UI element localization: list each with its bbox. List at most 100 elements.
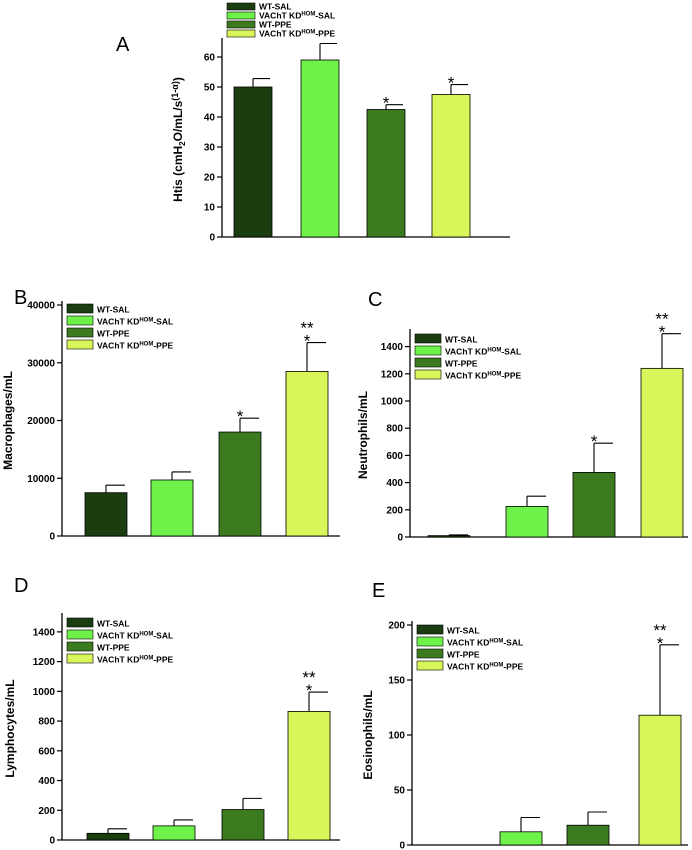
panel-A-bar-0 [233, 86, 273, 238]
panel-C-significance-3: * [659, 323, 666, 342]
panel-E-y-tick-label: 50 [394, 786, 406, 797]
panel-D-y-tick-label: 800 [38, 717, 55, 728]
panel-C-y-tick-label: 400 [386, 478, 403, 489]
panel-A-legend-swatch-3 [226, 29, 256, 38]
panel-D-y-tick-label: 400 [38, 776, 55, 787]
panel-A-y-tick-label: 30 [204, 143, 216, 154]
panel-A-legend-swatch-2 [226, 20, 256, 29]
panel-D-y-tick-label: 600 [38, 746, 55, 757]
panel-E-legend-swatch-2 [416, 648, 444, 659]
panel-A-bar-3 [431, 94, 471, 238]
panel-C-y-tick-label: 600 [386, 451, 403, 462]
panel-E-significance-3: * [657, 634, 664, 653]
panel-A-y-tick-label: 60 [204, 53, 216, 64]
panel-B-legend-label-0: WT-SAL [97, 305, 130, 315]
panel-A-y-axis-title: Htis (cmH2O/mL/s(1-α)) [170, 77, 187, 202]
panel-C-y-tick-label: 1200 [381, 369, 404, 380]
panel-C-significance-2: * [591, 432, 598, 451]
panel-A-bar-2 [366, 109, 406, 238]
panel-A-letter: A [116, 34, 130, 56]
panel-B-legend-label-3: VAChT KDHOM-PPE [97, 341, 174, 351]
panel-C-y-tick-label: 1000 [381, 397, 404, 408]
panel-B-y-tick-label: 20000 [27, 416, 55, 427]
panel-A-legend-label-3: VAChT KDHOM-PPE [259, 29, 336, 39]
panel-B-legend-swatch-3 [66, 339, 94, 350]
panel-A-y-tick-label: 20 [204, 173, 216, 184]
panel-D: D 0 200 400 600 800 1000 1200 1400 Lymphocytes/mL… [3, 575, 340, 847]
panel-A-y-tick-label: 10 [204, 203, 216, 214]
panel-D-y-tick-label: 1200 [33, 657, 56, 668]
panel-A-significance-2: * [383, 94, 390, 113]
panel-D-legend-label-3: VAChT KDHOM-PPE [97, 655, 174, 665]
panel-D-bar-2 [221, 809, 265, 841]
panel-C-legend-swatch-3 [414, 369, 442, 380]
panel-A-legend-label-2: WT-PPE [259, 20, 292, 30]
panel-B-y-tick-label: 40000 [27, 301, 55, 312]
panel-E-y-tick-label: 150 [388, 676, 405, 687]
panel-A: A 0 10 20 30 40 50 60 Htis (cmH2O/mL/s(1-α)) * * WT… [116, 2, 510, 244]
panel-B-bar-2 [218, 431, 262, 537]
panel-C: C 0 200 400 600 800 1000 1200 1400 Neutrophils/mL… [356, 289, 688, 544]
panel-B-legend-label-2: WT-PPE [97, 329, 130, 339]
panel-E-legend-label-3: VAChT KDHOM-PPE [447, 662, 524, 672]
panel-A-significance-3: * [448, 74, 455, 93]
panel-C-bar-3 [640, 367, 684, 538]
panel-E-legend-swatch-1 [416, 636, 444, 647]
panel-B-letter: B [14, 287, 27, 309]
panel-B-significance-3: ** [300, 319, 314, 338]
panel-E-legend-swatch-0 [416, 624, 444, 635]
panel-C-legend-label-2: WT-PPE [445, 359, 478, 369]
panel-C-legend-swatch-2 [414, 357, 442, 368]
panel-E: E 0 50 100 150 200 Eosinophils/mL *** WT-SAL VACh… [361, 580, 688, 850]
panel-B-bar-1 [150, 479, 194, 537]
panel-C-y-tick-label: 200 [386, 505, 403, 516]
panel-D-legend-label-0: WT-SAL [97, 619, 130, 629]
panel-E-legend-label-2: WT-PPE [447, 650, 480, 660]
panel-B-bar-0 [84, 492, 128, 537]
panel-C-y-tick-label: 1400 [381, 342, 404, 353]
panel-B-y-tick-label: 0 [49, 532, 55, 543]
panel-E-y-tick-label: 100 [388, 731, 405, 742]
panel-B-legend-label-1: VAChT KDHOM-SAL [97, 317, 173, 327]
panel-B-legend-swatch-0 [66, 303, 94, 314]
panel-B-y-tick-label: 30000 [27, 358, 55, 369]
panel-E-letter: E [372, 580, 385, 602]
panel-C-legend-swatch-0 [414, 333, 442, 344]
panel-C-y-tick-label: 0 [397, 533, 403, 544]
panel-E-legend-label-1: VAChT KDHOM-SAL [447, 638, 523, 648]
panel-D-legend-swatch-3 [66, 653, 94, 664]
panel-D-legend-swatch-1 [66, 629, 94, 640]
panel-D-y-tick-label: 0 [49, 836, 55, 847]
panel-E-legend-swatch-3 [416, 660, 444, 671]
panel-E-y-tick-label: 0 [399, 841, 405, 850]
panel-A-legend-label-1: VAChT KDHOM-SAL [259, 11, 335, 21]
panel-E-bar-3 [638, 714, 682, 846]
panel-C-legend-label-0: WT-SAL [445, 335, 478, 345]
panel-E-legend-label-0: WT-SAL [447, 626, 480, 636]
panel-D-letter: D [14, 575, 28, 597]
panel-C-letter: C [368, 289, 382, 311]
panel-A-y-tick-label: 50 [204, 83, 216, 94]
panel-B-y-axis-title: Macrophages/mL [1, 371, 15, 470]
panel-C-significance-3: ** [655, 310, 669, 329]
panel-E-y-tick-label: 200 [388, 621, 405, 632]
panel-D-bar-1 [152, 825, 196, 841]
panel-C-y-tick-label: 800 [386, 424, 403, 435]
panel-E-significance-3: ** [653, 621, 667, 640]
panel-A-legend-swatch-0 [226, 2, 256, 11]
panel-C-legend-swatch-1 [414, 345, 442, 356]
panel-A-legend-label-0: WT-SAL [259, 2, 292, 12]
panel-C-bar-0 [427, 535, 471, 538]
panel-D-y-tick-label: 1400 [33, 627, 56, 638]
panel-B-y-tick-label: 10000 [27, 474, 55, 485]
panel-D-legend-swatch-2 [66, 641, 94, 652]
panel-D-bar-3 [287, 711, 331, 841]
panel-D-y-tick-label: 1000 [33, 687, 56, 698]
panel-B-bar-3 [285, 371, 329, 537]
panel-C-bar-1 [505, 505, 549, 538]
panel-D-y-tick-label: 200 [38, 806, 55, 817]
panel-A-legend-swatch-1 [226, 11, 256, 20]
panel-B-legend-swatch-1 [66, 315, 94, 326]
